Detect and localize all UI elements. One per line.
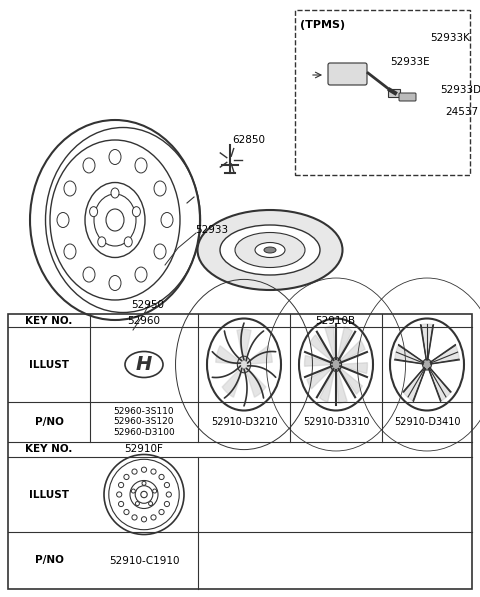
FancyBboxPatch shape bbox=[388, 89, 400, 97]
Circle shape bbox=[159, 509, 164, 515]
Ellipse shape bbox=[135, 158, 147, 173]
Text: H: H bbox=[136, 355, 152, 374]
Text: 52950: 52950 bbox=[132, 300, 165, 310]
Circle shape bbox=[119, 482, 124, 488]
Ellipse shape bbox=[135, 267, 147, 282]
Ellipse shape bbox=[330, 358, 342, 371]
Text: 52910-C1910: 52910-C1910 bbox=[109, 555, 179, 565]
Polygon shape bbox=[341, 363, 368, 374]
Text: ILLUST: ILLUST bbox=[29, 490, 69, 500]
Text: 52960-3S110
52960-3S120
52960-D3100: 52960-3S110 52960-3S120 52960-D3100 bbox=[113, 407, 175, 437]
Text: P/NO: P/NO bbox=[35, 555, 63, 565]
Ellipse shape bbox=[125, 352, 163, 377]
Circle shape bbox=[151, 469, 156, 474]
Polygon shape bbox=[395, 344, 424, 364]
Circle shape bbox=[141, 491, 147, 498]
Polygon shape bbox=[337, 327, 352, 359]
Text: ILLUST: ILLUST bbox=[29, 359, 69, 370]
Polygon shape bbox=[403, 368, 425, 401]
Circle shape bbox=[164, 501, 169, 507]
Circle shape bbox=[132, 469, 137, 474]
Polygon shape bbox=[325, 325, 336, 358]
Polygon shape bbox=[244, 365, 266, 397]
Polygon shape bbox=[430, 344, 459, 364]
Ellipse shape bbox=[83, 158, 95, 173]
Polygon shape bbox=[320, 370, 335, 402]
Ellipse shape bbox=[57, 213, 69, 227]
Polygon shape bbox=[237, 330, 251, 365]
Circle shape bbox=[117, 492, 122, 497]
Polygon shape bbox=[336, 371, 347, 404]
Text: 52910-D3410: 52910-D3410 bbox=[394, 417, 460, 427]
Text: 52933D: 52933D bbox=[440, 85, 480, 95]
Polygon shape bbox=[216, 346, 244, 365]
Ellipse shape bbox=[154, 181, 166, 196]
Text: 52910-D3310: 52910-D3310 bbox=[303, 417, 369, 427]
Ellipse shape bbox=[83, 267, 95, 282]
Text: 52910F: 52910F bbox=[125, 445, 163, 454]
Ellipse shape bbox=[154, 244, 166, 259]
Ellipse shape bbox=[109, 275, 121, 291]
Circle shape bbox=[166, 492, 171, 497]
Circle shape bbox=[142, 467, 146, 472]
Ellipse shape bbox=[422, 359, 432, 370]
Polygon shape bbox=[340, 340, 365, 362]
Circle shape bbox=[132, 515, 137, 520]
Text: 52933K: 52933K bbox=[430, 33, 470, 43]
Polygon shape bbox=[222, 365, 244, 397]
Polygon shape bbox=[307, 367, 332, 389]
Circle shape bbox=[142, 481, 146, 485]
Polygon shape bbox=[420, 324, 433, 360]
Bar bbox=[8, 314, 472, 589]
Ellipse shape bbox=[132, 207, 140, 217]
Polygon shape bbox=[429, 368, 451, 401]
Circle shape bbox=[135, 501, 139, 506]
Ellipse shape bbox=[90, 207, 97, 217]
Text: KEY NO.: KEY NO. bbox=[25, 445, 72, 454]
Ellipse shape bbox=[64, 181, 76, 196]
Circle shape bbox=[151, 515, 156, 520]
Circle shape bbox=[149, 501, 153, 506]
Ellipse shape bbox=[220, 225, 320, 275]
Circle shape bbox=[142, 516, 146, 522]
Polygon shape bbox=[304, 355, 331, 367]
Ellipse shape bbox=[109, 149, 121, 165]
Ellipse shape bbox=[124, 237, 132, 247]
Ellipse shape bbox=[255, 242, 285, 257]
Text: P/NO: P/NO bbox=[35, 417, 63, 427]
Ellipse shape bbox=[264, 247, 276, 253]
Text: 52933E: 52933E bbox=[390, 57, 430, 67]
Circle shape bbox=[132, 489, 135, 493]
Circle shape bbox=[159, 475, 164, 479]
Text: 24537: 24537 bbox=[445, 107, 478, 117]
Circle shape bbox=[164, 482, 169, 488]
Ellipse shape bbox=[111, 188, 119, 198]
Text: KEY NO.: KEY NO. bbox=[25, 315, 72, 325]
Circle shape bbox=[153, 489, 156, 493]
Circle shape bbox=[119, 501, 124, 507]
Ellipse shape bbox=[64, 244, 76, 259]
Circle shape bbox=[124, 509, 129, 515]
Text: 62850: 62850 bbox=[232, 135, 265, 145]
Ellipse shape bbox=[235, 232, 305, 267]
Polygon shape bbox=[340, 368, 362, 394]
Polygon shape bbox=[310, 335, 332, 361]
Circle shape bbox=[124, 475, 129, 479]
FancyBboxPatch shape bbox=[399, 93, 416, 101]
Text: 52933: 52933 bbox=[195, 225, 228, 235]
Text: 52910-D3210: 52910-D3210 bbox=[211, 417, 277, 427]
Text: (TPMS): (TPMS) bbox=[300, 20, 345, 30]
Ellipse shape bbox=[161, 213, 173, 227]
Ellipse shape bbox=[237, 356, 251, 373]
Ellipse shape bbox=[197, 210, 343, 290]
FancyBboxPatch shape bbox=[328, 63, 367, 85]
Text: 52910B: 52910B bbox=[315, 315, 355, 325]
Text: 52960: 52960 bbox=[128, 315, 160, 325]
Ellipse shape bbox=[98, 237, 106, 247]
Polygon shape bbox=[244, 346, 272, 365]
